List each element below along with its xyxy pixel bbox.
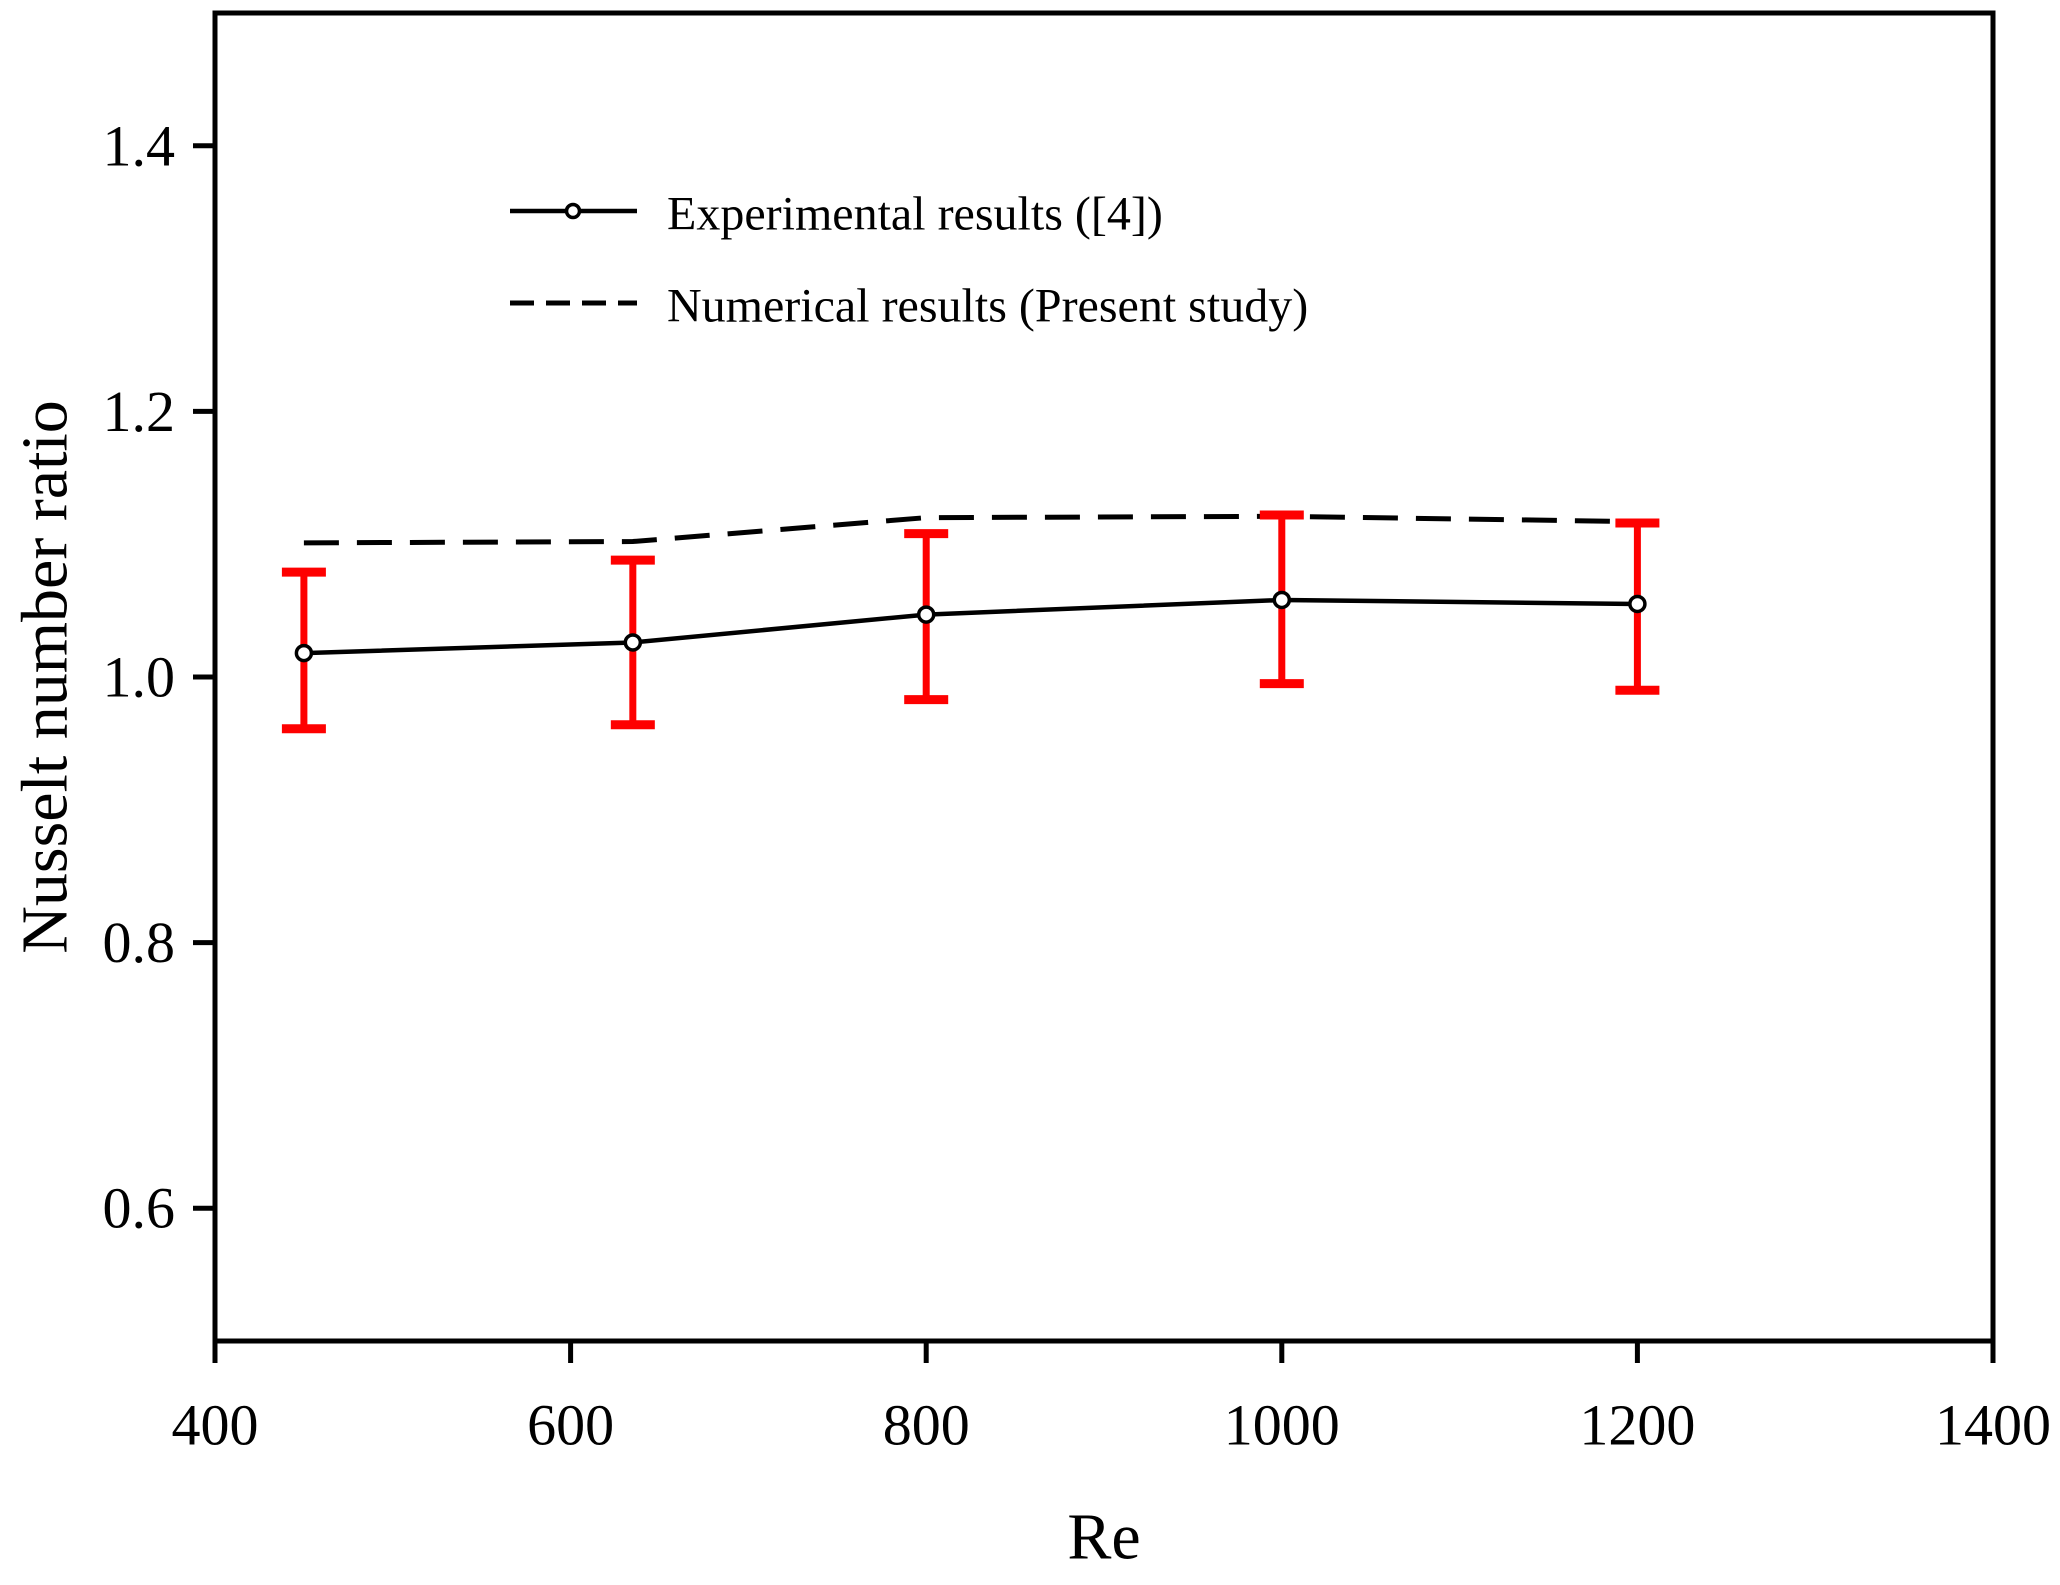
legend-circle-marker-icon bbox=[564, 202, 582, 220]
experimental-marker bbox=[1272, 590, 1292, 610]
experimental-results-line bbox=[303, 597, 1638, 656]
experimental-marker bbox=[294, 643, 314, 663]
experimental-marker bbox=[916, 605, 936, 624]
y-tick-label: 1.0 bbox=[103, 645, 176, 710]
x-tick-label: 1400 bbox=[1935, 1393, 2051, 1458]
x-tick-label: 600 bbox=[527, 1393, 614, 1458]
experimental-marker bbox=[623, 633, 643, 652]
x-tick-label: 400 bbox=[172, 1393, 259, 1458]
y-tick-label: 0.6 bbox=[103, 1176, 176, 1241]
x-tick-label: 1000 bbox=[1224, 1393, 1340, 1458]
y-axis-title: Nusselt number ratio bbox=[9, 400, 82, 954]
x-tick-label: 1200 bbox=[1579, 1393, 1695, 1458]
legend-label-experimental: Experimental results ([4]) bbox=[667, 188, 1163, 241]
y-tick-label: 1.4 bbox=[103, 113, 176, 178]
y-tick-label: 1.2 bbox=[103, 379, 176, 444]
y-tick-label: 0.8 bbox=[103, 910, 176, 975]
x-tick-label: 800 bbox=[883, 1393, 970, 1458]
legend: Experimental results ([4]) Numerical res… bbox=[510, 188, 1308, 333]
numerical-results-line bbox=[303, 513, 1638, 546]
legend-label-numerical: Numerical results (Present study) bbox=[667, 280, 1308, 333]
experimental-marker bbox=[1628, 594, 1647, 614]
x-axis-title: Re bbox=[1067, 1501, 1140, 1574]
